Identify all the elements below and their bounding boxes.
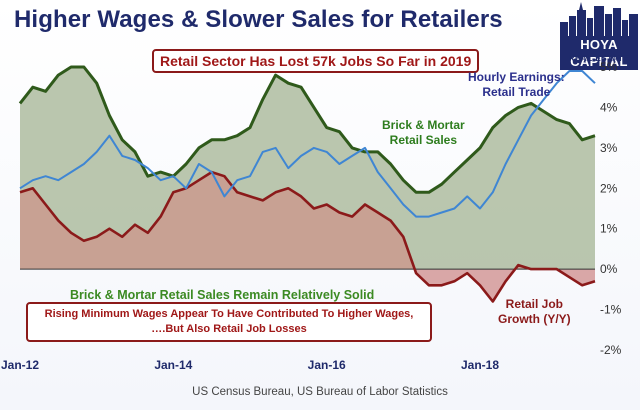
- source-note: US Census Bureau, US Bureau of Labor Sta…: [192, 386, 448, 398]
- series-lines: [18, 65, 596, 303]
- logo-text-sub: REAL ESTATE: [568, 54, 630, 63]
- y-tick-label: 0%: [600, 262, 618, 276]
- x-axis-ticks: Jan-12 Jan-14 Jan-16 Jan-18: [1, 358, 499, 372]
- note-line-2: ….But Also Retail Job Losses: [151, 323, 307, 335]
- annotation-brick-mortar: Brick & Mortar Retail Sales: [382, 118, 465, 148]
- annotation-hourly-line2: Retail Trade: [482, 85, 551, 99]
- jobs-area-fill-positive: [20, 172, 532, 270]
- jobs-area-fill-negative: [20, 269, 595, 302]
- annotation-hourly-earnings: Hourly Earnings: Retail Trade: [468, 70, 565, 100]
- annotation-bm-line1: Brick & Mortar: [382, 118, 465, 132]
- hourly-earnings-line: [19, 70, 596, 218]
- annotation-sales-solid: Brick & Mortar Retail Sales Remain Relat…: [70, 288, 375, 302]
- annotation-job-line2: Growth (Y/Y): [498, 312, 571, 326]
- x-tick-label: Jan-18: [461, 358, 499, 372]
- jobs-growth-line: [19, 170, 596, 303]
- annotation-retail-job-growth: Retail Job Growth (Y/Y): [498, 297, 571, 327]
- y-tick-label: -2%: [600, 343, 622, 357]
- y-tick-label: 5%: [600, 60, 618, 74]
- y-tick-label: -1%: [600, 303, 622, 317]
- annotation-note-box: Rising Minimum Wages Appear To Have Cont…: [26, 302, 432, 342]
- y-tick-label: 1%: [600, 222, 618, 236]
- chart-title: Higher Wages & Slower Sales for Retailer…: [14, 6, 503, 33]
- x-tick-label: Jan-16: [308, 358, 346, 372]
- brand-logo: HOYA CAPITAL REAL ESTATE: [560, 2, 638, 70]
- logo-text-name: HOYA CAPITAL: [560, 36, 638, 70]
- x-tick-label: Jan-14: [154, 358, 192, 372]
- skyline-logo-graphic: [560, 2, 638, 36]
- series-fills: [20, 67, 595, 302]
- y-tick-label: 2%: [600, 181, 618, 195]
- y-tick-label: 4%: [600, 100, 618, 114]
- y-tick-label: 3%: [600, 141, 618, 155]
- chart-subtitle: Retail Sector Has Lost 57k Jobs So Far i…: [152, 49, 480, 73]
- x-tick-label: Jan-12: [1, 358, 39, 372]
- sales-line: [18, 65, 596, 194]
- annotation-hourly-line1: Hourly Earnings:: [468, 70, 565, 84]
- annotation-job-line1: Retail Job: [505, 297, 564, 311]
- annotation-bm-line2: Retail Sales: [389, 133, 458, 147]
- note-line-1: Rising Minimum Wages Appear To Have Cont…: [44, 308, 414, 320]
- y-axis-ticks: 5% 4% 3% 2% 1% 0% -1% -2%: [600, 60, 622, 357]
